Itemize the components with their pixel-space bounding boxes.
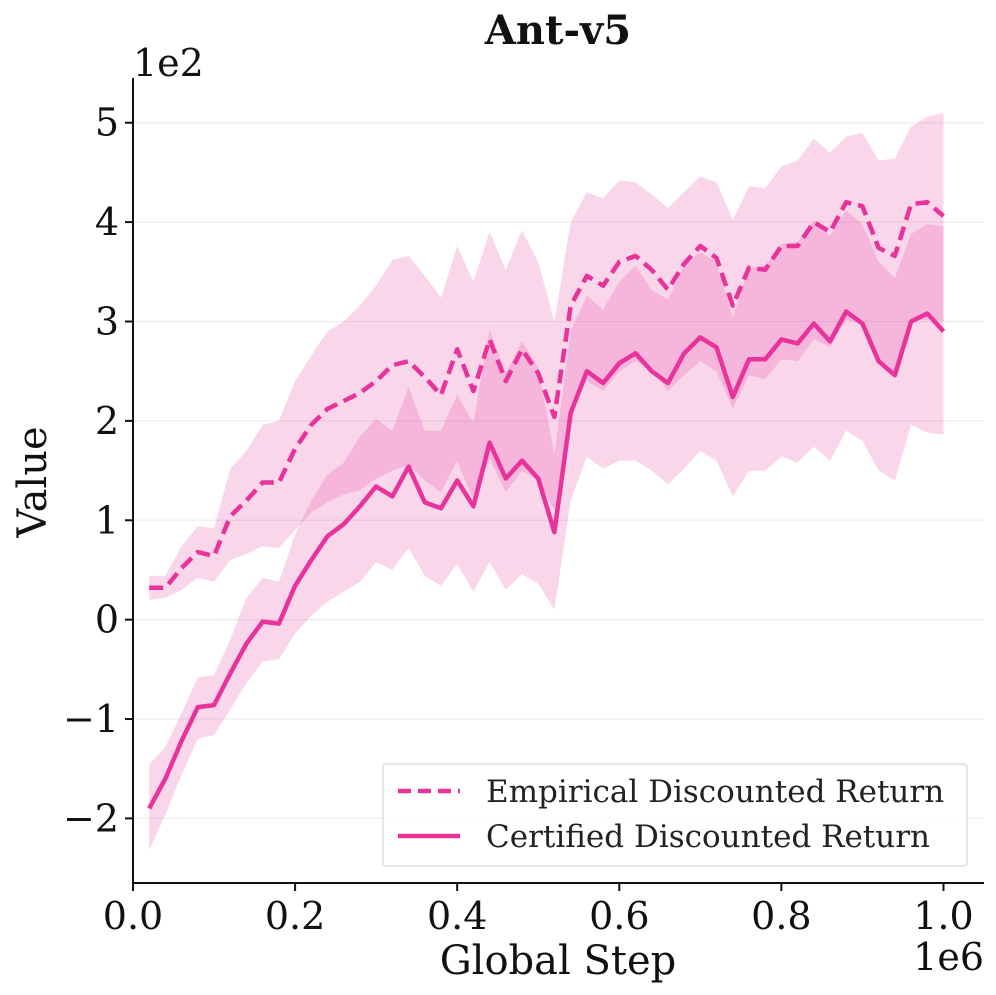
- x-tick-label: 0.4: [427, 894, 487, 938]
- y-tick-label: −2: [63, 796, 119, 840]
- legend-frame: [382, 763, 968, 867]
- y-tick-label: 1: [95, 498, 119, 542]
- line-certified: [147, 309, 946, 810]
- legend-label-certified: Certified Discounted Return: [486, 819, 930, 855]
- y-tick-label: 2: [95, 399, 119, 443]
- x-axis-label: Global Step: [440, 938, 677, 984]
- grid-lines: [133, 122, 984, 820]
- y-scale-label: 1e2: [133, 41, 204, 85]
- legend: Empirical Discounted Return Certified Di…: [382, 763, 968, 867]
- band-empirical: [149, 112, 944, 600]
- x-tick-label: 0.8: [751, 894, 811, 938]
- y-tick-label: 0: [95, 598, 119, 642]
- axes: [132, 78, 984, 884]
- y-tick-label: 4: [95, 200, 119, 244]
- x-tick-label: 0.0: [103, 894, 163, 938]
- x-tick-label: 0.2: [265, 894, 325, 938]
- x-tick-label: 0.6: [589, 894, 649, 938]
- y-tick-label: 5: [95, 101, 119, 145]
- y-tick-label: −1: [63, 697, 119, 741]
- x-scale-label: 1e6: [913, 935, 984, 979]
- series-lines: [147, 199, 946, 810]
- chart-title: Ant-v5: [484, 7, 631, 54]
- ticks: −2 −1 0 1 2 3 4 5 0.0 0.2 0.4 0.6 0.8 1.0: [63, 101, 974, 938]
- y-axis-label: Value: [10, 426, 56, 538]
- line-empirical: [149, 199, 945, 591]
- y-tick-label: 3: [95, 299, 119, 343]
- x-tick-label: 1.0: [913, 894, 973, 938]
- legend-label-empirical: Empirical Discounted Return: [486, 774, 944, 810]
